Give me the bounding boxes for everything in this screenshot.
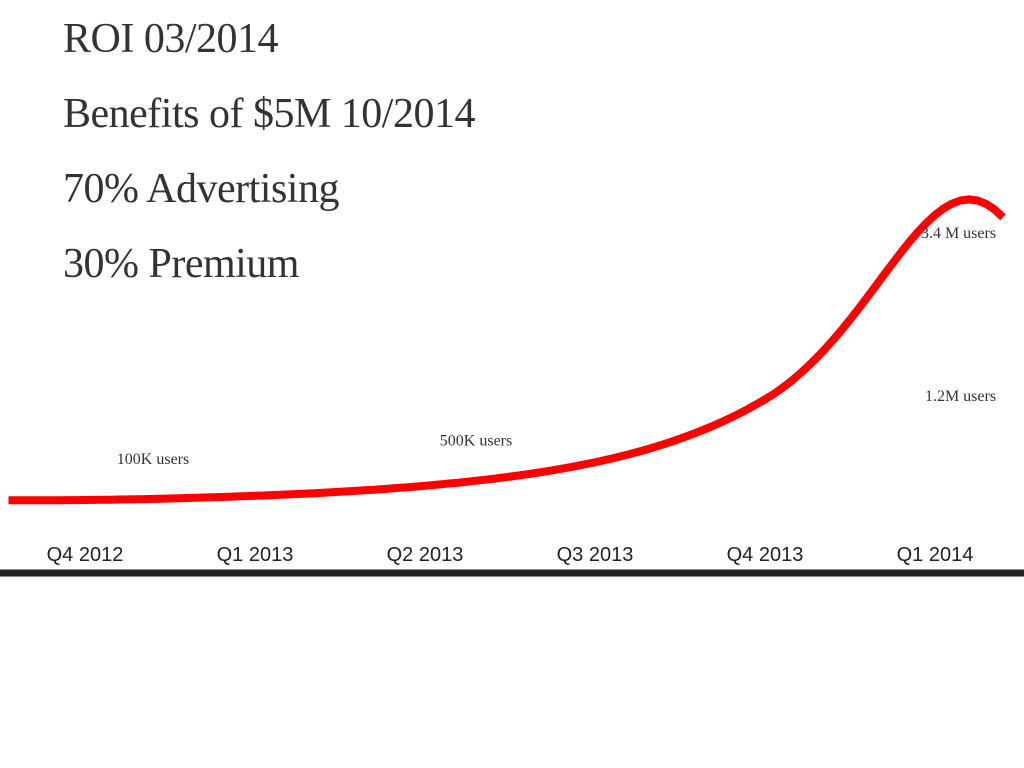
user-count-label: 3.4 M users — [921, 225, 996, 242]
headline-advertising: 70% Advertising — [63, 166, 339, 212]
user-count-label: 500K users — [440, 433, 512, 450]
x-tick-label: Q4 2013 — [727, 544, 804, 566]
x-tick-label: Q2 2013 — [387, 544, 464, 566]
headline-premium: 30% Premium — [63, 241, 299, 287]
x-tick-label: Q3 2013 — [557, 544, 634, 566]
x-tick-label: Q1 2013 — [217, 544, 294, 566]
x-tick-label: Q4 2012 — [47, 544, 124, 566]
x-tick-label: Q1 2014 — [897, 544, 974, 566]
user-count-label: 1.2M users — [925, 388, 996, 405]
headline-roi: ROI 03/2014 — [63, 16, 279, 62]
headline-benefits: Benefits of $5M 10/2014 — [63, 91, 475, 137]
user-count-label: 100K users — [117, 451, 189, 468]
user-growth-line — [8, 195, 1006, 505]
